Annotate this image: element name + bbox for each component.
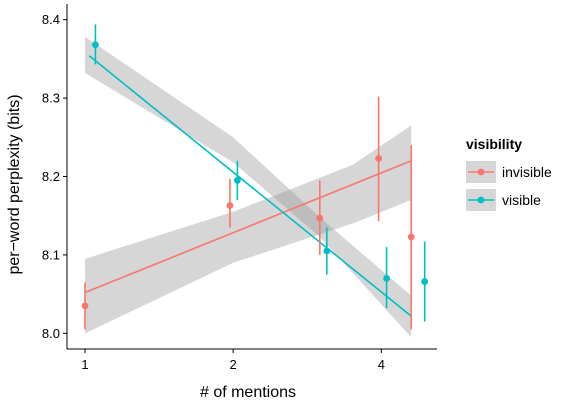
y-tick-label: 8.2 [42,169,60,184]
x-tick-label: 4 [378,357,385,372]
y-tick-label: 8.3 [42,91,60,106]
data-point-visible [383,275,390,282]
data-point-invisible [407,233,415,241]
data-point-visible [421,278,429,285]
data-point-visible [92,41,99,49]
confidence-band-visible [85,36,412,338]
data-point-visible [323,247,331,255]
x-tick-label: 1 [81,357,88,372]
confidence-band-invisible [85,125,412,334]
legend-marker-invisible [477,168,485,176]
legend-label-invisible: invisible [502,164,552,180]
y-tick-label: 8.0 [42,326,60,341]
legend: visibility invisible visible [466,136,552,211]
axes: 8.0 8.1 8.2 8.3 8.4 1 2 4 # of mentions per−word … [6,4,437,401]
confidence-bands [85,36,412,338]
data-point-invisible [81,302,89,310]
legend-title: visibility [466,136,522,152]
x-axis-title: # of mentions [200,384,296,401]
y-axis-title: per−word perplexity (bits) [6,94,23,274]
y-tick-label: 8.1 [42,247,60,262]
data-points [81,41,429,310]
fit-line-invisible [84,160,412,294]
fit-line-visible [88,55,412,317]
x-tick-label: 2 [230,357,237,372]
legend-marker-visible [477,196,485,204]
data-point-invisible [375,155,383,162]
legend-label-visible: visible [502,192,541,208]
y-tick-label: 8.4 [42,12,60,27]
data-point-invisible [316,214,324,222]
data-point-invisible [226,202,234,209]
fit-lines [84,55,412,317]
data-point-visible [233,177,241,184]
